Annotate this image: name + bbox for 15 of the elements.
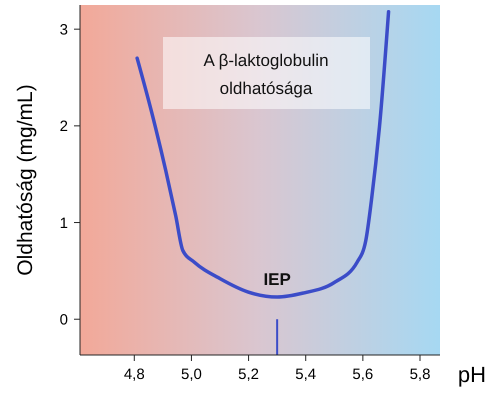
x-tick-label: 4,8 bbox=[124, 366, 145, 383]
y-tick-label: 3 bbox=[60, 21, 68, 38]
text: A β-laktoglobulin oldhatósága bbox=[203, 51, 329, 98]
annotation: IEP bbox=[263, 270, 291, 289]
x-axis-title: pH bbox=[458, 362, 486, 387]
x-tick-label: 5,4 bbox=[295, 366, 316, 383]
y-tick-label: 2 bbox=[60, 118, 68, 136]
y-tick-label: 1 bbox=[60, 214, 68, 232]
line-series bbox=[135, 10, 390, 299]
x-tick-label: 5,6 bbox=[352, 366, 374, 383]
x-tick-label: 5,2 bbox=[238, 366, 259, 383]
y-axis-title: Oldhatóság (mg/mL) bbox=[14, 84, 37, 276]
x-tick-label: 5,8 bbox=[410, 366, 430, 383]
x-tick-label: 5,0 bbox=[181, 366, 202, 383]
y-tick-label: 0 bbox=[60, 311, 68, 328]
